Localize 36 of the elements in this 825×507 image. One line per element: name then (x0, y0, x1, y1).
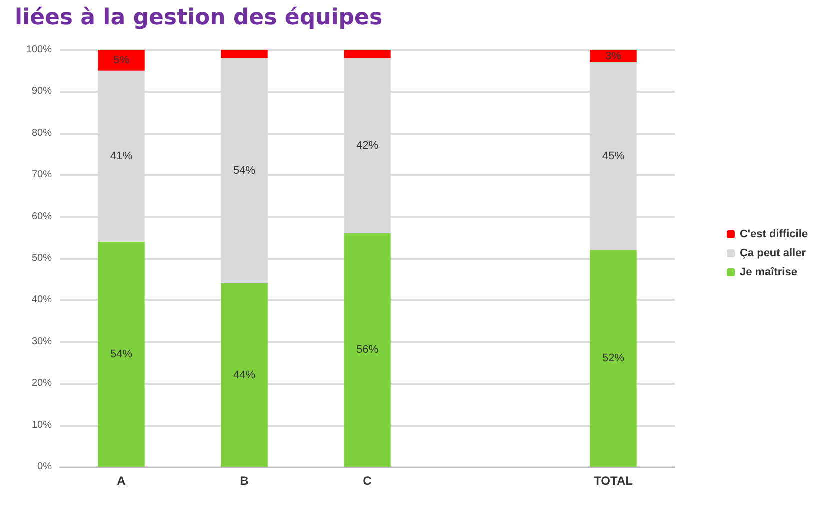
bar (221, 284, 268, 467)
y-tick-label: 0% (38, 462, 52, 472)
bar (590, 250, 637, 467)
y-tick-label: 60% (32, 211, 52, 222)
y-tick-label: 80% (32, 128, 52, 139)
bar (344, 233, 391, 467)
bar (344, 50, 391, 58)
data-label: 45% (602, 150, 625, 162)
x-tick-label: C (363, 474, 372, 488)
bar (221, 50, 268, 58)
data-label: 54% (233, 164, 256, 177)
legend-label: Ça peut aller (740, 248, 807, 260)
y-tick-label: 40% (32, 294, 52, 306)
y-tick-label: 20% (32, 378, 52, 390)
x-tick-label: TOTAL (594, 474, 633, 488)
y-tick-label: 10% (32, 420, 52, 431)
y-tick-label: 50% (32, 253, 52, 264)
bar (98, 50, 145, 71)
y-tick-label: 70% (32, 170, 52, 181)
data-label: 56% (356, 344, 379, 356)
data-label: 3% (606, 50, 622, 62)
data-label: 5% (114, 54, 130, 66)
y-tick-label: 100% (26, 44, 52, 56)
x-tick-label: A (117, 474, 126, 488)
data-label: 42% (356, 140, 379, 152)
data-label: 52% (602, 352, 625, 365)
x-tick-label: B (240, 474, 250, 488)
legend-label: C'est difficile (740, 228, 808, 240)
y-tick-label: 30% (32, 336, 52, 348)
data-label: 54% (110, 348, 133, 360)
legend-label: Je maîtrise (740, 266, 798, 278)
data-label: 41% (110, 150, 133, 162)
y-tick-label: 90% (32, 86, 52, 98)
data-label: 44% (233, 369, 256, 382)
chart-title: liées à la gestion des équipes (15, 6, 383, 30)
bar (98, 242, 145, 467)
